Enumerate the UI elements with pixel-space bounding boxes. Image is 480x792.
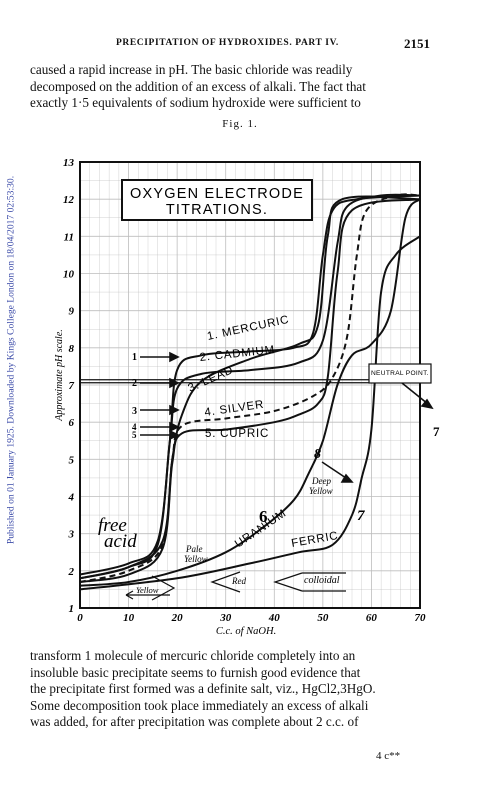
text-line: decomposed on the addition of an excess … <box>30 78 366 94</box>
label-ferric: FERRIC <box>290 530 339 550</box>
label-cupric: 5. CUPRIC <box>205 428 269 440</box>
y-tick-label: 3 <box>68 529 75 541</box>
titration-curve-5 <box>79 198 421 583</box>
text-line: the precipitate first formed was a defin… <box>30 681 376 696</box>
title-line-2: TITRATIONS. <box>166 202 268 218</box>
titration-curve-3 <box>79 195 421 580</box>
region-markers <box>125 571 346 601</box>
region-labels: free acid Deep Yellow Pale Yellow Yellow… <box>98 476 340 595</box>
titration-curve-6 <box>79 198 421 587</box>
label-silver: 4. SILVER <box>204 399 265 419</box>
colloidal-label: colloidal <box>304 575 340 586</box>
y-tick-label: 11 <box>64 231 74 243</box>
chart-frame <box>79 161 421 609</box>
y-tick-label: 1 <box>69 603 75 615</box>
y-tick-label: 8 <box>69 343 75 355</box>
bottom-paragraph: transform 1 molecule of mercuric chlorid… <box>30 648 436 731</box>
arrow-num-4: 4 <box>132 422 137 432</box>
y-tick-label: 9 <box>69 306 75 318</box>
label-lead: 3. LEAD <box>186 364 235 395</box>
y-tick-label: 5 <box>69 454 75 466</box>
pale-yellow-line2: Yellow <box>184 554 208 564</box>
x-tick-label: 60 <box>366 612 378 624</box>
red-label: Red <box>231 576 246 586</box>
top-paragraph: caused a rapid increase in pH. The basic… <box>30 62 436 112</box>
y-axis-label: Approximate pH scale. <box>54 329 65 422</box>
text-line: caused a rapid increase in pH. The basic… <box>30 62 353 77</box>
titration-curve-1 <box>79 194 421 576</box>
y-tick-label: 2 <box>68 566 75 578</box>
titration-curve-2 <box>79 193 421 580</box>
marker-7-right: 7 <box>433 424 440 439</box>
arrow-num-2: 2 <box>132 378 137 389</box>
marker-8: 8 <box>314 447 321 462</box>
y-tick-label: 6 <box>69 417 75 429</box>
y-tick-label: 10 <box>63 269 75 281</box>
marker-7: 7 <box>357 508 365 524</box>
y-tick-label: 7 <box>69 380 75 392</box>
pale-yellow-line1: Pale <box>185 544 203 554</box>
y-tick-label: 4 <box>68 492 75 504</box>
running-head: PRECIPITATION OF HYDROXIDES. PART IV. <box>116 38 339 48</box>
numbered-markers: 6 7 7 8 1 2 3 4 5 <box>132 352 440 526</box>
x-tick-label: 70 <box>415 612 427 624</box>
chart-grid <box>79 161 421 609</box>
yellow-label: Yellow <box>136 585 159 595</box>
signature-mark: 4 c** <box>376 750 401 762</box>
deep-yellow-line1: Deep <box>311 476 331 486</box>
x-tick-label: 50 <box>317 612 329 624</box>
free-acid-line2: acid <box>104 531 137 552</box>
neutral-point-label: NEUTRAL POINT. <box>371 370 429 377</box>
arrows <box>140 351 434 483</box>
text-line: Some decomposition took place immediatel… <box>30 697 369 713</box>
free-acid-line1: free <box>98 515 127 536</box>
x-tick-label: 0 <box>77 612 83 624</box>
x-tick-labels: 0 10 20 30 40 50 60 70 <box>77 612 426 624</box>
deep-yellow-line2: Yellow <box>309 486 333 496</box>
x-axis-label: C.c. of NaOH. <box>216 626 276 637</box>
curve-labels: 1. MERCURIC 2. CADMIUM 3. LEAD 4. SILVER… <box>186 314 339 551</box>
marker-6: 6 <box>259 507 268 526</box>
title-box: OXYGEN ELECTRODE TITRATIONS. <box>121 179 313 221</box>
label-cadmium: 2. CADMIUM <box>199 344 276 364</box>
titration-curve-4 <box>79 193 421 583</box>
arrow-num-5: 5 <box>132 430 137 440</box>
x-tick-label: 20 <box>171 612 184 624</box>
y-tick-label: 12 <box>63 194 75 206</box>
plot-border <box>79 161 421 609</box>
text-line: exactly 1·5 equivalents of sodium hydrox… <box>30 95 361 110</box>
label-uranium: URANIUM <box>233 507 289 550</box>
x-tick-label: 10 <box>123 612 135 624</box>
margin-note-text: Published on 01 January 1925. Downloaded… <box>5 175 17 545</box>
page-number: 2151 <box>404 36 430 51</box>
x-tick-label: 40 <box>268 612 281 624</box>
arrow-num-3: 3 <box>132 406 137 417</box>
text-line: transform 1 molecule of mercuric chlorid… <box>30 648 356 663</box>
title-line-1: OXYGEN ELECTRODE <box>130 186 304 202</box>
label-mercuric: 1. MERCURIC <box>206 314 290 343</box>
titration-curve-7 <box>79 235 421 591</box>
x-tick-label: 30 <box>219 612 232 624</box>
y-tick-label: 13 <box>63 157 75 169</box>
figure-label: Fig. 1. <box>222 118 258 130</box>
text-line: insoluble basic precipitate seems to fur… <box>30 664 361 680</box>
titration-curves <box>79 193 421 591</box>
page-header: PRECIPITATION OF HYDROXIDES. PART IV. 21… <box>0 36 480 54</box>
download-margin-note: Published on 01 January 1925. Downloaded… <box>4 60 18 660</box>
neutral-point-annotation: NEUTRAL POINT. <box>368 363 432 384</box>
arrow-num-1: 1 <box>132 352 137 363</box>
text-line: was added, for after precipitation was c… <box>30 714 359 729</box>
